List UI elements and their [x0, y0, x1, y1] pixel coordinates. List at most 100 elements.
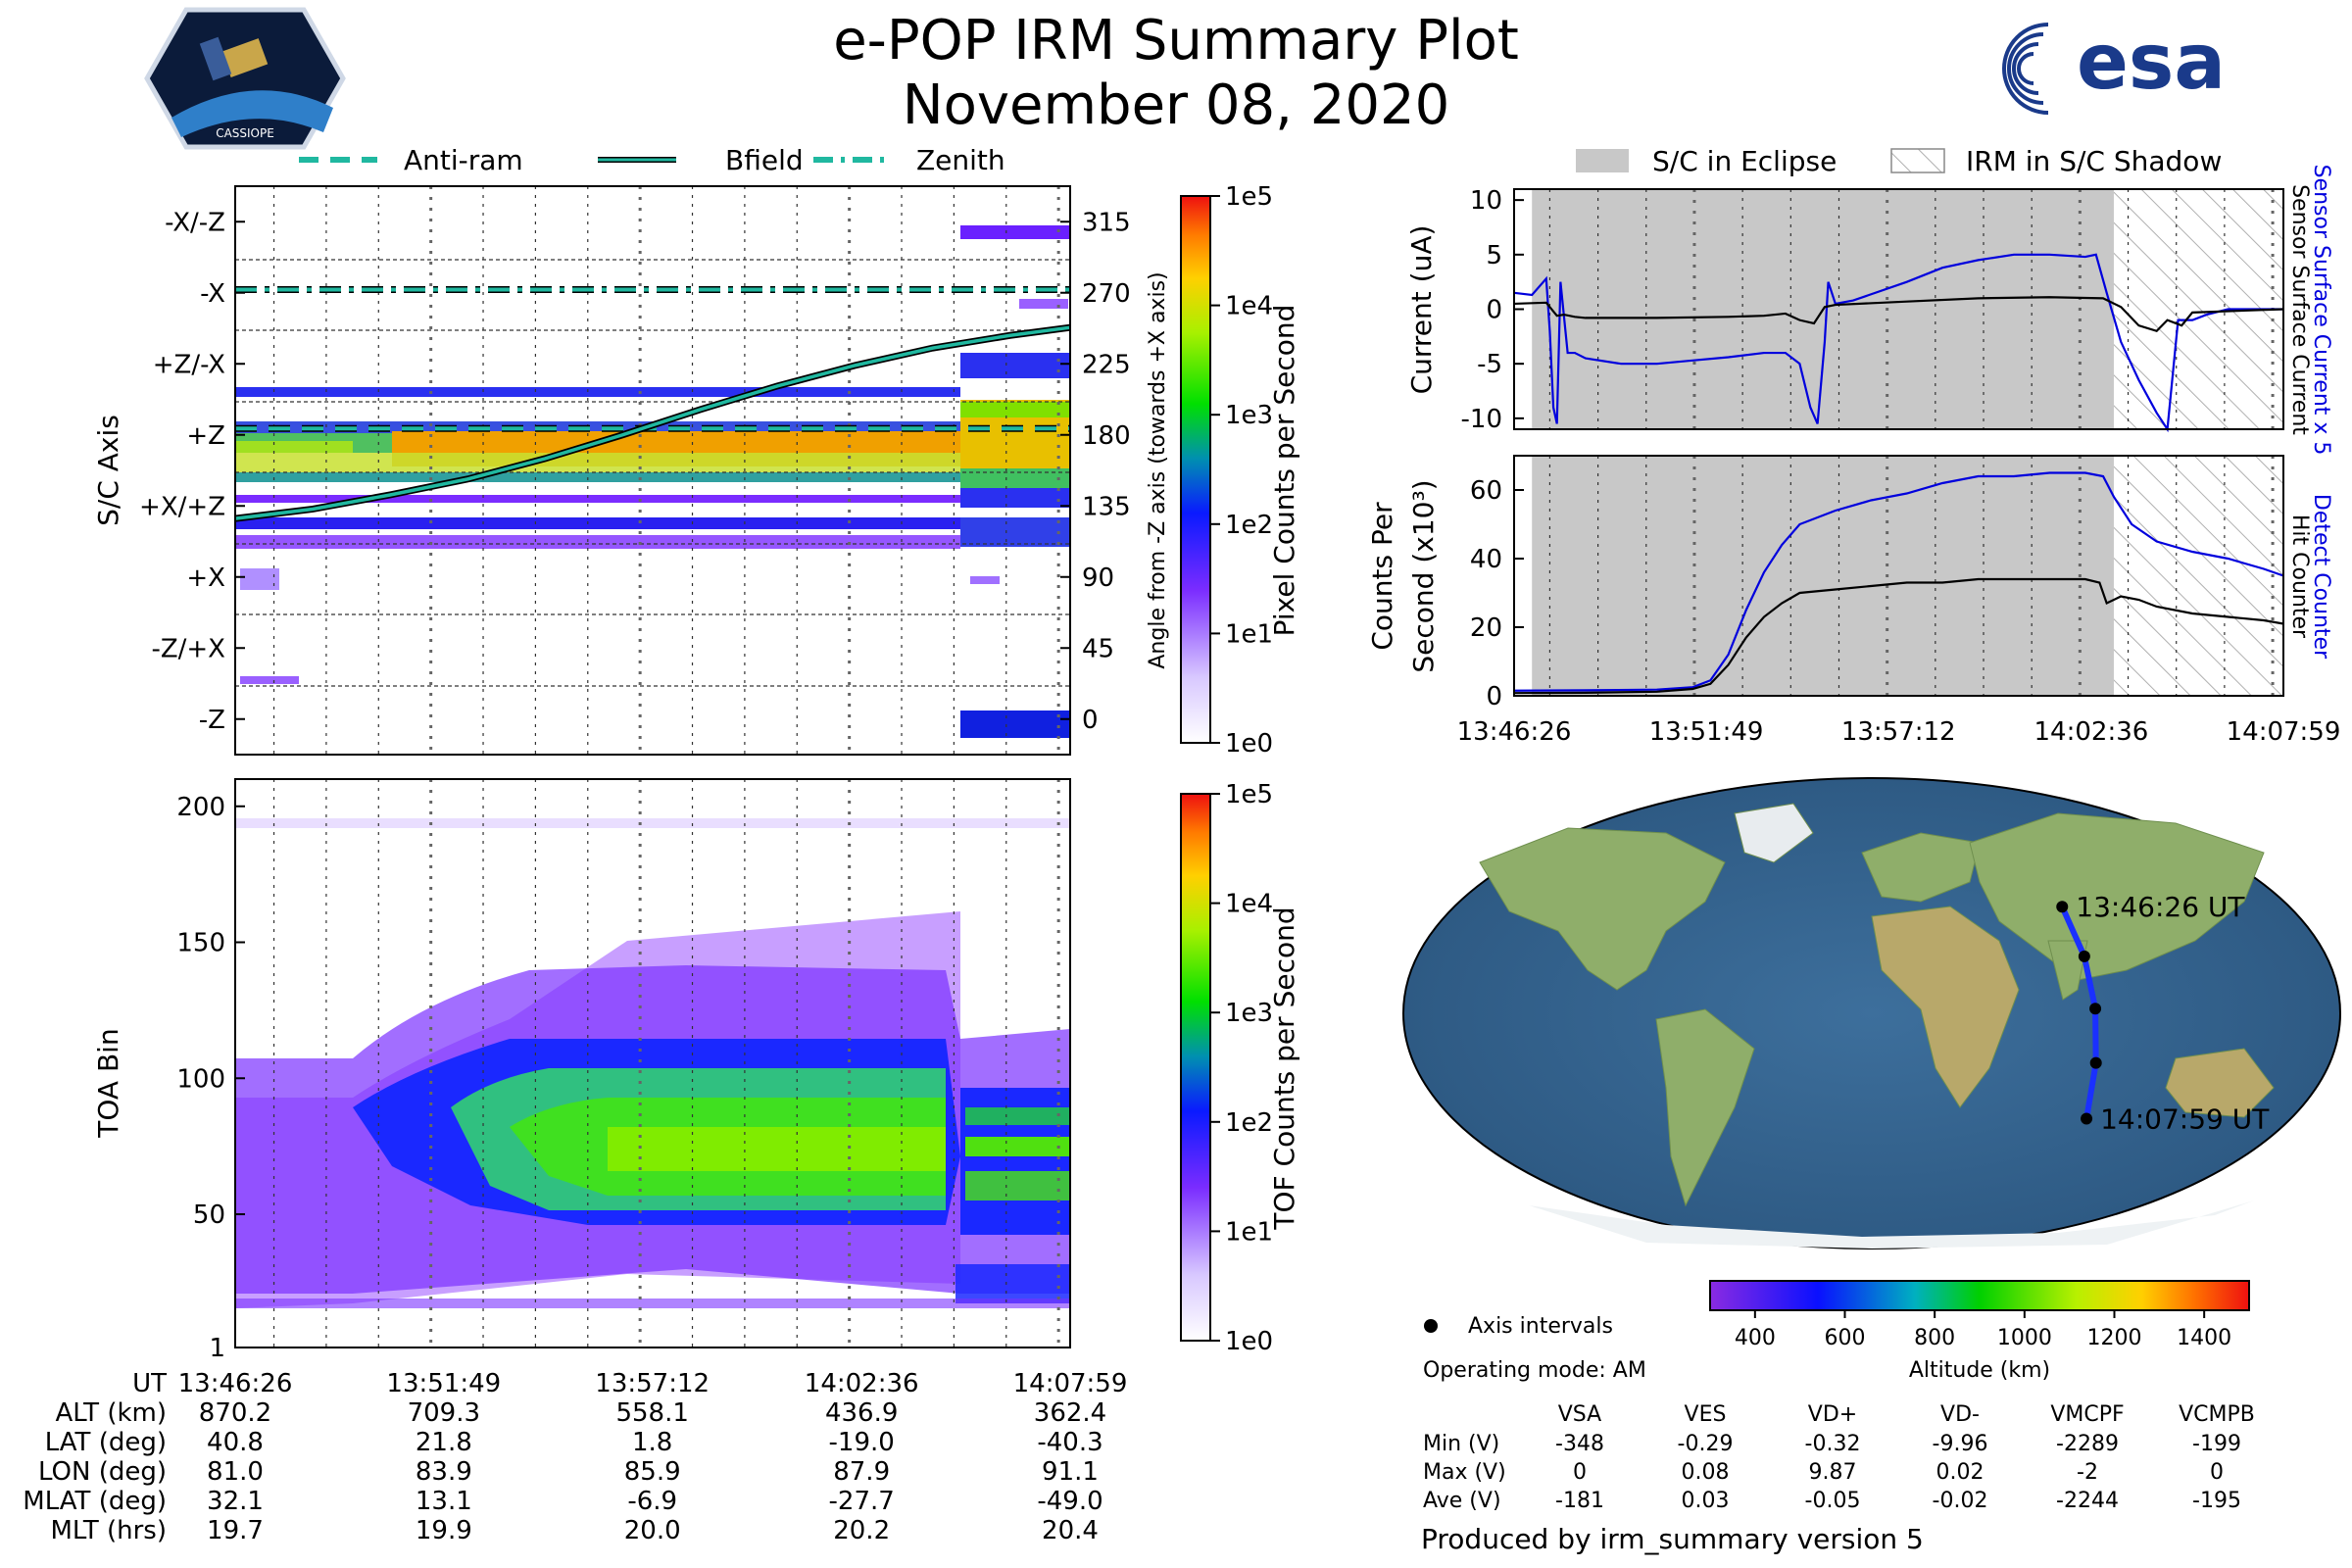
angle-tick-label: 270: [1082, 279, 1131, 309]
sc-axis-tick-label: -X: [200, 279, 225, 309]
ephemeris-cell: 19.9: [416, 1516, 472, 1545]
ephemeris-cell: 81.0: [207, 1457, 264, 1487]
colorbar-tick-label: 1e5: [1225, 780, 1273, 809]
sc-axis-tick-label: +Z: [186, 421, 225, 451]
esa-logo-text: esa: [2077, 19, 2226, 107]
toa-tick-label: 50: [193, 1200, 225, 1230]
ephemeris-cell: 14:07:59: [1013, 1369, 1128, 1398]
toa-tick-label: 200: [176, 793, 225, 822]
colorbar-tick-label: 1e2: [1225, 1108, 1273, 1138]
voltage-cell: -9.96: [1933, 1432, 1988, 1456]
colorbar-tick-label: 1e1: [1225, 1217, 1273, 1247]
ephemeris-cell: 436.9: [825, 1398, 898, 1428]
voltage-cell: 0: [2210, 1460, 2224, 1485]
toa-tick-label: 100: [176, 1064, 225, 1094]
counts-ylabel-line1: Counts Per: [1366, 502, 1398, 651]
sc-axis-tick-label: -X/-Z: [165, 208, 225, 237]
counts-ylabel: Counts Per: [1366, 502, 1398, 651]
altitude-tick-label: 1000: [1997, 1326, 2052, 1350]
ephemeris-cell: -49.0: [1037, 1487, 1102, 1516]
voltage-cell: -2: [2077, 1460, 2098, 1485]
ephemeris-cell: 13:51:49: [386, 1369, 501, 1398]
voltage-col-header: VD-: [1940, 1402, 1980, 1427]
voltage-col-header: VD+: [1808, 1402, 1857, 1427]
voltage-cell: 0.02: [1936, 1460, 1984, 1485]
counts-ylabel-line2: Second (x10³): [1407, 479, 1440, 672]
voltage-col-header: VMCPF: [2050, 1402, 2124, 1427]
map-end-label: 14:07:59 UT: [2100, 1102, 2270, 1135]
cassiope-logo: CASSIOPE: [144, 7, 346, 150]
voltage-cell: -0.29: [1678, 1432, 1734, 1456]
legend-eclipse: S/C in Eclipse IRM in S/C Shadow: [1576, 145, 2222, 177]
pixel-colorbar-label: Pixel Counts per Second: [1268, 305, 1300, 637]
tof-colorbar: 1e0 1e1 1e2 1e3 1e4 1e5 TOF Counts per Second: [1180, 780, 1300, 1356]
y-tick-label: 5: [1486, 241, 1502, 270]
ephemeris-cell: 870.2: [199, 1398, 271, 1428]
angle-tick-label: 45: [1082, 634, 1114, 663]
esa-logo: esa: [2002, 19, 2226, 115]
ephemeris-row-header: LON (deg): [38, 1457, 167, 1487]
voltage-cell: -181: [1555, 1489, 1604, 1513]
colorbar-tick-label: 1e0: [1225, 729, 1273, 759]
ephemeris-cell: 13.1: [416, 1487, 472, 1516]
voltage-table: VSA VES VD+ VD- VMCPF VCMPB Min (V) -348 -0.29 -0…: [1423, 1402, 2255, 1513]
legend-antiram: Anti-ram: [404, 144, 523, 176]
ephemeris-cell: 558.1: [615, 1398, 688, 1428]
ephemeris-row-header: LAT (deg): [45, 1428, 167, 1457]
angle-ylabel: Angle from -Z axis (towards +X axis): [1146, 271, 1170, 668]
voltage-cell: -0.32: [1805, 1432, 1861, 1456]
time-tick-label: 14:07:59: [2227, 717, 2341, 747]
axis-intervals-legend: Axis intervals: [1468, 1314, 1613, 1339]
altitude-colorbar: 400 600 800 1000 1200 1400 Altitude (km): [1709, 1280, 2250, 1383]
voltage-cell: -195: [2192, 1489, 2241, 1513]
ephemeris-cell: 85.9: [624, 1457, 681, 1487]
altitude-tick-label: 800: [1914, 1326, 1955, 1350]
voltage-row-label: Ave (V): [1423, 1489, 1501, 1513]
ephemeris-cell: 13:46:26: [178, 1369, 293, 1398]
voltage-col-header: VSA: [1558, 1402, 1601, 1427]
track-interval-dot: [2056, 901, 2069, 913]
ephemeris-row-header: MLT (hrs): [51, 1516, 168, 1545]
time-tick-label: 14:02:36: [2034, 717, 2149, 747]
current-blue-label: Sensor Surface Current x 5: [2309, 165, 2333, 456]
angle-tick-label: 180: [1082, 421, 1131, 451]
produced-by: Produced by irm_summary version 5: [1421, 1523, 1924, 1555]
legend-bfield: Bfield: [725, 144, 804, 176]
ephemeris-cell: 20.4: [1042, 1516, 1099, 1545]
ephemeris-cell: 19.7: [207, 1516, 264, 1545]
legend-top: Anti-ram Bfield Zenith: [299, 144, 1005, 176]
toa-ylabel: TOA Bin: [92, 1028, 124, 1138]
voltage-col-header: VES: [1685, 1402, 1727, 1427]
ephemeris-cell: 87.9: [833, 1457, 890, 1487]
track-interval-dot: [2081, 1112, 2093, 1125]
blue-trace: [1513, 471, 2284, 692]
angle-tick-label: 90: [1082, 564, 1114, 593]
voltage-cell: -199: [2192, 1432, 2241, 1456]
voltage-cell: -348: [1555, 1432, 1604, 1456]
ephemeris-cell: -27.7: [829, 1487, 895, 1516]
figure-date: November 08, 2020: [903, 74, 1450, 137]
y-tick-label: 10: [1470, 186, 1502, 216]
sc-axis-tick-label: +X: [186, 564, 225, 593]
ephemeris-table: UT 13:46:26 13:51:49 13:57:12 14:02:36 14:07:…: [23, 1369, 1127, 1545]
legend-zenith: Zenith: [916, 144, 1005, 176]
angle-tick-label: 135: [1082, 492, 1131, 521]
altitude-label: Altitude (km): [1909, 1358, 2050, 1383]
toa-heatmap: [235, 818, 1070, 1308]
bfield-line: [234, 325, 1071, 520]
track-interval-dot: [2078, 950, 2090, 962]
pixel-colorbar: 1e0 1e1 1e2 1e3 1e4 1e5 Pixel Counts per Seco…: [1180, 182, 1300, 759]
voltage-cell: 0: [1573, 1460, 1587, 1485]
sc-axis-ylabel: S/C Axis: [92, 415, 124, 526]
legend-shadow-text: IRM in S/C Shadow: [1966, 145, 2222, 177]
ephemeris-cell: 83.9: [416, 1457, 472, 1487]
ephemeris-cell: 709.3: [408, 1398, 480, 1428]
track-interval-dot: [2089, 1003, 2102, 1015]
voltage-cell: -2289: [2056, 1432, 2119, 1456]
axis-interval-marker: [1424, 1319, 1438, 1333]
blue-trace: [1513, 253, 2283, 433]
ephemeris-row-header: MLAT (deg): [23, 1487, 167, 1516]
black-trace: [1513, 577, 2284, 695]
toa-tick-label: 150: [176, 929, 225, 958]
y-tick-label: -10: [1461, 405, 1502, 434]
